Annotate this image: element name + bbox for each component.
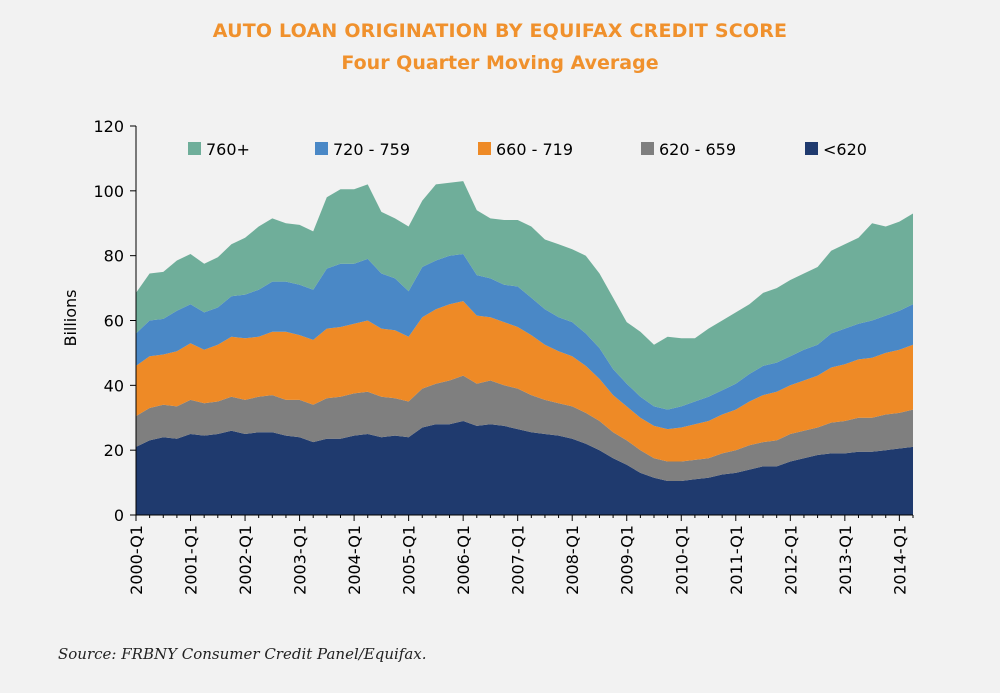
y-tick-label: 60 xyxy=(104,312,124,331)
x-tick-label: 2001-Q1 xyxy=(182,525,201,595)
legend-swatch xyxy=(315,142,328,155)
x-tick-label: 2008-Q1 xyxy=(563,525,582,595)
chart-title: AUTO LOAN ORIGINATION BY EQUIFAX CREDIT … xyxy=(212,20,788,42)
legend-swatch xyxy=(641,142,654,155)
x-tick-label: 2007-Q1 xyxy=(509,525,528,595)
y-tick-label: 20 xyxy=(104,441,124,460)
x-tick-label: 2000-Q1 xyxy=(127,525,146,595)
y-tick-label: 40 xyxy=(104,376,124,395)
x-tick-label: 2012-Q1 xyxy=(781,525,800,595)
x-tick-label: 2006-Q1 xyxy=(454,525,473,595)
legend-label: 620 - 659 xyxy=(659,140,736,159)
area-series-4 xyxy=(136,181,913,410)
area-series-3 xyxy=(136,254,913,430)
x-tick-label: 2013-Q1 xyxy=(836,525,855,595)
legend-swatch xyxy=(805,142,818,155)
y-tick-label: 80 xyxy=(104,247,124,266)
x-tick-label: 2005-Q1 xyxy=(400,525,419,595)
x-tick-label: 2009-Q1 xyxy=(618,525,637,595)
chart-subtitle: Four Quarter Moving Average xyxy=(341,52,659,74)
x-tick-label: 2011-Q1 xyxy=(727,525,746,595)
x-tick-label: 2014-Q1 xyxy=(890,525,909,595)
legend-label: 660 - 719 xyxy=(496,140,573,159)
legend-swatch xyxy=(478,142,491,155)
legend-label: 760+ xyxy=(206,140,250,159)
area-series-2 xyxy=(136,301,913,462)
source-note: Source: FRBNY Consumer Credit Panel/Equi… xyxy=(58,645,427,663)
y-axis-label: Billions xyxy=(61,289,80,346)
legend-swatch xyxy=(188,142,201,155)
y-tick-label: 0 xyxy=(114,506,124,525)
x-tick-label: 2002-Q1 xyxy=(236,525,255,595)
area-series-0 xyxy=(136,421,913,515)
axes: 0 20 40 60 80 100 120 2000-Q1 2001-Q1 2002-Q1 2003… xyxy=(93,117,914,595)
x-tick-label: 2003-Q1 xyxy=(291,525,310,595)
legend-label: <620 xyxy=(823,140,867,159)
legend: 760+ 720 - 759 660 - 719 620 - 659 <620 xyxy=(188,140,867,159)
y-tick-label: 120 xyxy=(93,117,124,136)
x-tick-label: 2010-Q1 xyxy=(672,525,691,595)
x-tick-label: 2004-Q1 xyxy=(345,525,364,595)
legend-label: 720 - 759 xyxy=(333,140,410,159)
area-series-group xyxy=(136,181,913,515)
y-tick-label: 100 xyxy=(93,182,124,201)
area-series-1 xyxy=(136,375,913,481)
